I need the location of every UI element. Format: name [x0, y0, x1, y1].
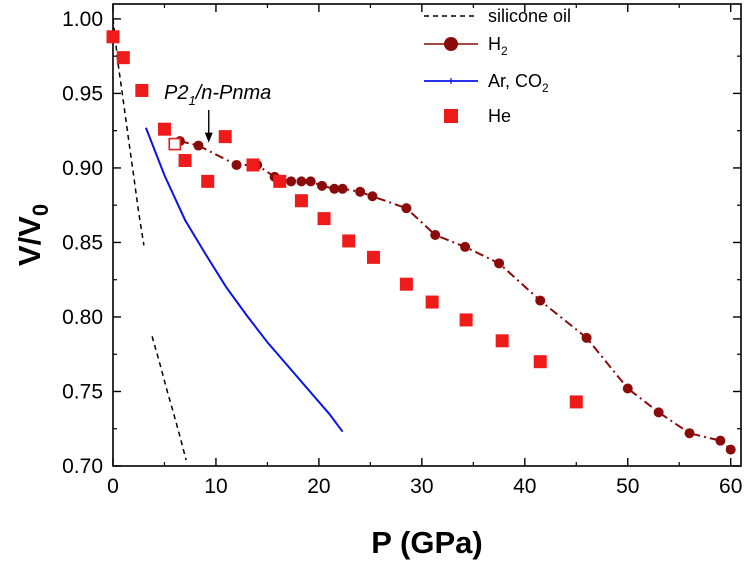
series-layer — [106, 18, 736, 461]
y-axis-title-main: V/V — [12, 216, 47, 266]
he-point — [218, 130, 232, 144]
y-axis-title: V/V0 — [12, 204, 53, 266]
y-tick-label: 0.80 — [62, 306, 103, 329]
h2-point — [653, 407, 664, 418]
y-tick-label: 0.90 — [62, 157, 103, 180]
he-point — [135, 83, 149, 97]
he-point — [459, 313, 473, 327]
h2-point — [329, 183, 340, 194]
phase-transition-label-subscript: 1 — [188, 93, 195, 108]
he-point — [116, 51, 130, 65]
h2-point — [725, 444, 736, 455]
phase-transition-label: P21/n-Pnma — [164, 82, 271, 108]
h2-point — [622, 383, 633, 394]
legend-label: Ar, CO2 — [488, 71, 549, 95]
he-point — [106, 30, 120, 44]
x-tick-label: 40 — [513, 475, 536, 498]
y-tick-label: 0.70 — [62, 455, 103, 478]
legend-label-subscript: 2 — [542, 81, 549, 95]
phase-transition-label-main: P2 — [164, 82, 188, 104]
x-tick-label: 50 — [616, 475, 639, 498]
he-point — [366, 250, 380, 264]
annotation-arrow-head — [204, 132, 213, 143]
ar-co2-curve — [144, 127, 344, 433]
h2-point — [367, 191, 378, 202]
h2-point — [684, 428, 695, 439]
h2-point — [305, 176, 316, 187]
h2-point — [430, 230, 441, 240]
x-axis-title: P (GPa) — [371, 525, 482, 560]
legend-marker-h2 — [444, 37, 458, 51]
x-tick-label: 0 — [107, 475, 119, 498]
legend-marker-he — [444, 109, 458, 123]
h2-point — [715, 435, 726, 446]
h2-point — [535, 295, 546, 306]
phase-transition-label-rest: /n-Pnma — [194, 82, 272, 104]
legend-label-main: He — [488, 106, 511, 126]
h2-point — [581, 332, 592, 343]
plot-area: 0 10 20 30 40 50 60 0.70 0.75 0.80 0.85 0.90 0.95 1.0… — [62, 3, 742, 498]
x-tick-label: 10 — [204, 475, 227, 498]
he-point — [399, 277, 413, 291]
y-tick-label: 0.85 — [62, 231, 103, 254]
he-point — [246, 158, 260, 172]
y-axis-title-subscript: 0 — [28, 204, 53, 216]
h2-point — [193, 140, 204, 151]
legend-label: He — [488, 106, 511, 126]
he-point — [178, 153, 192, 167]
h2-point — [355, 186, 366, 197]
h2-point — [286, 176, 297, 187]
he-point — [495, 334, 509, 348]
he-point — [294, 194, 308, 208]
he-point-open — [168, 137, 182, 151]
annotation: P21/n-Pnma — [164, 82, 271, 143]
he-point — [201, 174, 215, 188]
he-point — [317, 212, 331, 226]
legend-label: H2 — [488, 34, 508, 58]
h2-curve — [179, 140, 732, 451]
h2-point — [401, 203, 412, 214]
he-point — [569, 395, 583, 409]
legend-label-main: silicone oil — [488, 6, 571, 26]
y-tick-label: 0.75 — [62, 380, 103, 403]
he-point — [425, 295, 439, 309]
h2-point — [296, 176, 307, 187]
y-tick-label: 0.95 — [62, 82, 103, 105]
silicone-oil-curve — [112, 18, 145, 246]
legend-label-main: Ar, CO — [488, 71, 542, 91]
legend-label-main: H — [488, 34, 501, 54]
x-tick-label: 30 — [410, 475, 433, 498]
he-point — [533, 355, 547, 369]
y-tick-label: 1.00 — [62, 8, 103, 31]
plot-frame — [112, 3, 742, 467]
he-point — [342, 234, 356, 248]
h2-point — [460, 241, 471, 252]
legend-label-subscript: 2 — [501, 44, 508, 58]
he-point — [273, 174, 287, 188]
he-point — [157, 122, 171, 136]
silicone-oil-curve — [151, 336, 187, 461]
x-tick-label: 60 — [719, 475, 742, 498]
h2-point — [337, 183, 348, 194]
axis-ticks: 0 10 20 30 40 50 60 0.70 0.75 0.80 0.85 0.90 0.95 1.0… — [62, 4, 742, 498]
h2-point — [231, 159, 242, 170]
x-tick-label: 20 — [307, 475, 330, 498]
h2-point — [316, 180, 327, 191]
legend-label: silicone oil — [488, 6, 571, 26]
h2-point — [494, 258, 505, 269]
